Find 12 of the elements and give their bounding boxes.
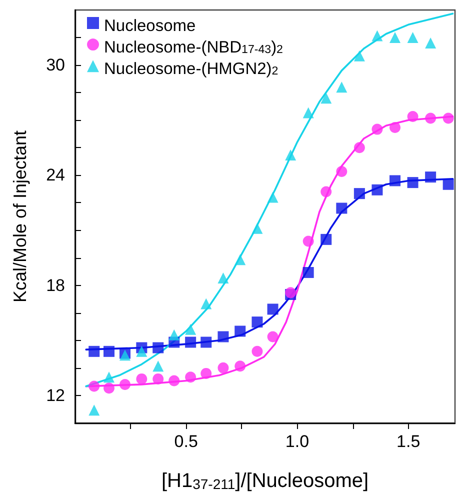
x-tick-label: 0.5 [174,432,198,451]
y-tick-label: 12 [46,386,65,405]
y-axis-title: Kcal/Mole of Injectant [10,130,30,303]
legend-label: Nucleosome-(NBD17-43)2 [104,38,283,57]
y-tick-label: 30 [46,56,65,75]
legend-label: Nucleosome-(HMGN2)2 [104,60,278,78]
x-axis-title: [H137-211]/[Nucleosome] [161,470,369,492]
x-tick-label: 1.0 [285,432,310,451]
y-tick-label: 18 [46,276,65,295]
x-tick-label: 1.5 [396,432,420,451]
legend-label: Nucleosome [104,17,196,36]
y-tick-label: 24 [46,166,65,185]
